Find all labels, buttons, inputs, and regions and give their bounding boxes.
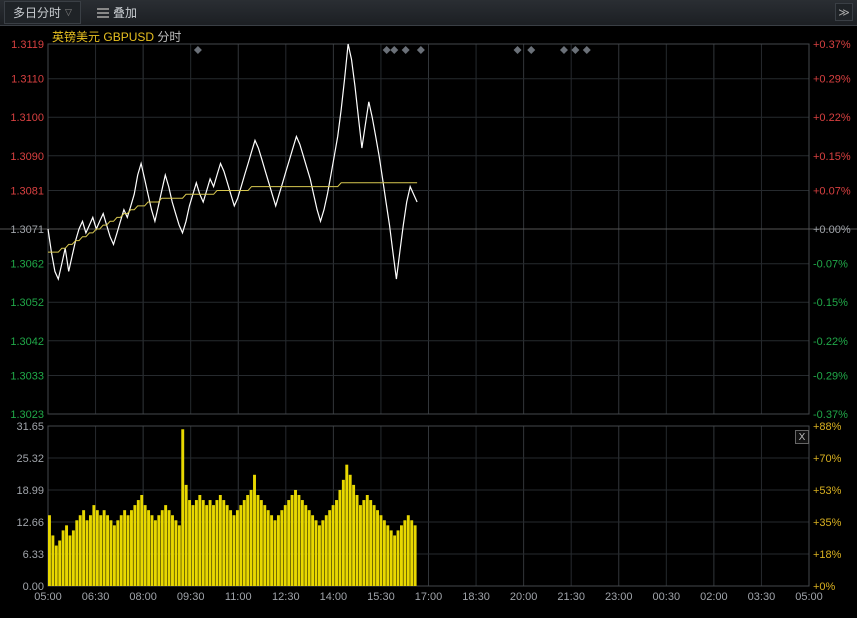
svg-text:+0.00%: +0.00% [813,224,851,236]
nav-right-button[interactable]: ≫ [835,3,853,21]
svg-text:+18%: +18% [813,549,842,561]
svg-text:06:30: 06:30 [82,591,110,603]
title-cn: 英镑美元 [52,30,100,44]
svg-text:03:30: 03:30 [748,591,776,603]
svg-text:-0.15%: -0.15% [813,297,848,309]
svg-text:1.3033: 1.3033 [10,370,44,382]
svg-text:12.66: 12.66 [16,517,44,529]
title-symbol: GBPUSD [103,30,154,44]
mode-label: 多日分时 [13,4,61,21]
svg-text:1.3042: 1.3042 [10,336,44,348]
svg-text:09:30: 09:30 [177,591,205,603]
svg-text:08:00: 08:00 [129,591,157,603]
svg-text:+35%: +35% [813,517,842,529]
svg-text:21:30: 21:30 [557,591,585,603]
svg-text:05:00: 05:00 [795,591,823,603]
svg-text:+70%: +70% [813,453,842,465]
overlay-label: 叠加 [113,4,137,21]
mode-dropdown[interactable]: 多日分时 ▽ [4,1,81,24]
svg-text:+53%: +53% [813,485,842,497]
svg-text:31.65: 31.65 [16,421,44,433]
svg-text:+0.07%: +0.07% [813,185,851,197]
svg-text:23:00: 23:00 [605,591,633,603]
svg-text:1.3100: 1.3100 [10,112,44,124]
svg-text:-0.29%: -0.29% [813,370,848,382]
stack-icon [97,8,109,18]
chart-svg[interactable]: 1.3119 1.3110 1.3100 1.3090 1.3081 1.3071 1.30… [0,26,857,618]
volume-close-button[interactable]: X [795,430,809,444]
svg-text:1.3071: 1.3071 [10,224,44,236]
toolbar: 多日分时 ▽ 叠加 ≫ [0,0,857,26]
svg-text:6.33: 6.33 [23,549,44,561]
svg-text:+0.22%: +0.22% [813,112,851,124]
svg-text:1.3062: 1.3062 [10,259,44,271]
svg-text:1.3023: 1.3023 [10,409,44,421]
chart-title: 英镑美元 GBPUSD 分时 [52,28,181,45]
svg-text:20:00: 20:00 [510,591,538,603]
svg-text:1.3119: 1.3119 [11,39,44,51]
svg-text:-0.22%: -0.22% [813,336,848,348]
chevron-down-icon: ▽ [65,7,72,18]
close-icon: X [799,432,806,443]
title-timeframe: 分时 [157,30,181,44]
svg-text:-0.07%: -0.07% [813,259,848,271]
svg-text:15:30: 15:30 [367,591,395,603]
chevron-right-icon: ≫ [838,6,850,19]
svg-text:12:30: 12:30 [272,591,300,603]
chart-area: 英镑美元 GBPUSD 分时 1.31191.31101.31001.30901… [0,26,857,618]
svg-text:1.3081: 1.3081 [10,185,44,197]
svg-text:1.3110: 1.3110 [11,74,44,86]
svg-text:17:00: 17:00 [415,591,443,603]
svg-text:-0.37%: -0.37% [813,409,848,421]
svg-text:02:00: 02:00 [700,591,728,603]
svg-text:18:30: 18:30 [462,591,490,603]
svg-text:+0.15%: +0.15% [813,151,851,163]
svg-text:11:00: 11:00 [225,591,252,603]
svg-text:+0.37%: +0.37% [813,39,851,51]
svg-text:14:00: 14:00 [320,591,348,603]
svg-text:25.32: 25.32 [16,453,44,465]
svg-text:00:30: 00:30 [653,591,681,603]
svg-text:05:00: 05:00 [34,591,62,603]
svg-text:+0.29%: +0.29% [813,74,851,86]
overlay-button[interactable]: 叠加 [89,2,145,23]
svg-text:1.3052: 1.3052 [10,297,44,309]
svg-text:+88%: +88% [813,421,842,433]
svg-text:18.99: 18.99 [16,485,44,497]
svg-text:1.3090: 1.3090 [10,151,44,163]
